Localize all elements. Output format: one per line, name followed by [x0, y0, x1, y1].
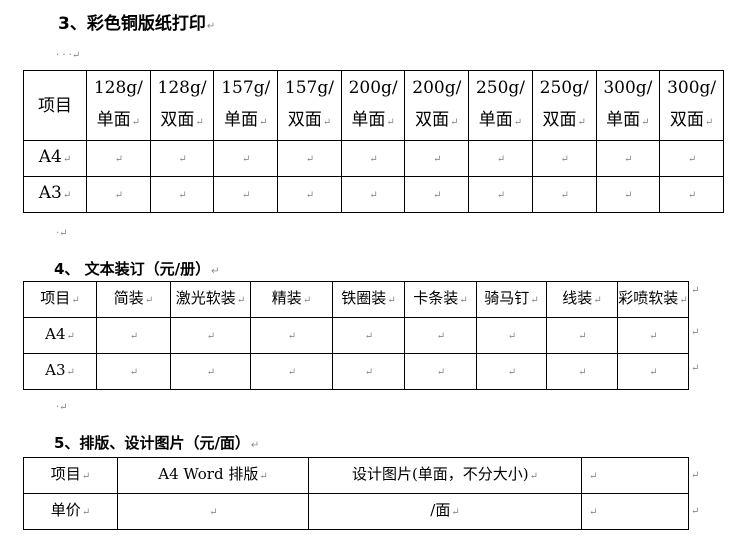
price-cell[interactable]: ↵: [595, 140, 661, 177]
column-header: 200g/单面↵: [340, 70, 406, 141]
column-header: 300g/双面↵: [659, 70, 724, 141]
empty-paragraph: · · ·↵: [56, 50, 81, 61]
paper-weight: 250g/: [475, 78, 525, 98]
price-cell[interactable]: ↵: [404, 140, 470, 177]
column-header: 128g/双面↵: [149, 70, 215, 141]
paper-weight: 157g/: [221, 78, 271, 98]
header-word-layout: A4 Word 排版↵: [117, 457, 309, 494]
price-cell[interactable]: ↵: [332, 353, 405, 390]
row-label: A4↵: [23, 317, 97, 354]
row-label-unit-price: 单价↵: [23, 493, 118, 530]
price-cell[interactable]: ↵: [86, 140, 151, 177]
header-label: 项目↵: [23, 281, 97, 318]
price-cell[interactable]: ↵: [617, 353, 689, 390]
paper-weight: 200g/: [348, 78, 398, 98]
print-side: 双面↵: [542, 110, 586, 130]
price-cell[interactable]: ↵: [170, 317, 251, 354]
coated-paper-table: 项目 128g/单面↵ 128g/双面↵ 157g/单面↵ 157g/双面↵ 200g/单…: [23, 70, 724, 213]
print-side: 双面↵: [415, 110, 459, 130]
cell-design-image-price[interactable]: /面↵: [308, 493, 582, 530]
column-header: 200g/双面↵: [404, 70, 470, 141]
header-label: 项目: [23, 70, 87, 141]
column-header: 骑马钉↵: [476, 281, 547, 318]
price-cell[interactable]: ↵: [546, 353, 618, 390]
paper-weight: 300g/: [667, 78, 717, 98]
column-header: 250g/双面↵: [531, 70, 597, 141]
price-cell[interactable]: ↵: [659, 140, 724, 177]
empty-paragraph: ·↵: [56, 402, 68, 413]
row-label: A3↵: [23, 353, 97, 390]
price-cell[interactable]: ↵: [149, 140, 215, 177]
section5-heading: 5、排版、设计图片（元/面）↵: [54, 434, 260, 452]
column-header: 128g/单面↵: [86, 70, 151, 141]
price-cell[interactable]: ↵: [277, 176, 342, 213]
price-cell[interactable]: ↵: [546, 317, 618, 354]
column-header: 300g/单面↵: [595, 70, 661, 141]
paper-weight: 128g/: [93, 78, 143, 98]
price-cell[interactable]: ↵: [96, 353, 171, 390]
cell-word-layout-price[interactable]: ↵: [117, 493, 309, 530]
print-side: 双面↵: [160, 110, 204, 130]
price-cell[interactable]: ↵: [476, 353, 547, 390]
price-cell[interactable]: ↵: [340, 176, 406, 213]
price-cell[interactable]: ↵: [468, 140, 533, 177]
price-cell[interactable]: ↵: [659, 176, 724, 213]
header-empty[interactable]: ↵: [581, 457, 689, 494]
print-side: 双面↵: [669, 110, 714, 130]
price-cell[interactable]: ↵: [96, 317, 171, 354]
price-cell[interactable]: ↵: [404, 176, 470, 213]
empty-paragraph: ·↵: [56, 228, 68, 239]
price-cell[interactable]: ↵: [468, 176, 533, 213]
column-header: 简装↵: [96, 281, 171, 318]
print-side: 单面↵: [96, 110, 141, 130]
row-label: A3↵: [23, 176, 87, 213]
print-side: 单面↵: [224, 110, 268, 130]
paper-weight: 128g/: [157, 78, 207, 98]
price-cell[interactable]: ↵: [476, 317, 547, 354]
cell-empty[interactable]: ↵: [581, 493, 689, 530]
column-header: 线装↵: [546, 281, 618, 318]
print-side: 单面↵: [606, 110, 650, 130]
header-label: 项目↵: [23, 457, 118, 494]
row-label: A4↵: [23, 140, 87, 177]
price-cell[interactable]: ↵: [213, 140, 279, 177]
price-cell[interactable]: ↵: [404, 317, 477, 354]
print-side: 单面↵: [478, 110, 523, 130]
binding-table: 项目↵ 简装↵ 激光软装↵ 精装↵ 铁圈装↵ 卡条装↵ 骑马钉↵ 线装↵ 彩喷软装↵ A4↵ ↵ ↵…: [23, 281, 689, 390]
column-header: 彩喷软装↵: [617, 281, 689, 318]
column-header: 157g/双面↵: [277, 70, 342, 141]
price-cell[interactable]: ↵: [531, 176, 597, 213]
paper-weight: 300g/: [603, 78, 653, 98]
column-header: 铁圈装↵: [332, 281, 405, 318]
price-cell[interactable]: ↵: [340, 140, 406, 177]
print-side: 单面↵: [351, 110, 395, 130]
price-cell[interactable]: ↵: [595, 176, 661, 213]
section3-heading: 3、彩色铜版纸打印↵: [58, 14, 216, 34]
layout-design-table: 项目↵ A4 Word 排版↵ 设计图片(单面，不分大小)↵ ↵ 单价↵ ↵ /…: [23, 457, 689, 530]
paper-weight: 200g/: [412, 78, 462, 98]
column-header: 激光软装↵: [170, 281, 251, 318]
price-cell[interactable]: ↵: [332, 317, 405, 354]
paper-weight: 157g/: [284, 78, 334, 98]
price-cell[interactable]: ↵: [404, 353, 477, 390]
price-cell[interactable]: ↵: [617, 317, 689, 354]
paper-weight: 250g/: [539, 78, 589, 98]
column-header: 250g/单面↵: [468, 70, 533, 141]
price-cell[interactable]: ↵: [213, 176, 279, 213]
section4-heading: 4、 文本装订（元/册）↵: [54, 260, 220, 278]
column-header: 157g/单面↵: [213, 70, 279, 141]
price-cell[interactable]: ↵: [531, 140, 597, 177]
price-cell[interactable]: ↵: [277, 140, 342, 177]
price-cell[interactable]: ↵: [250, 353, 333, 390]
price-cell[interactable]: ↵: [86, 176, 151, 213]
price-cell[interactable]: ↵: [170, 353, 251, 390]
column-header: 卡条装↵: [404, 281, 477, 318]
price-cell[interactable]: ↵: [250, 317, 333, 354]
print-side: 双面↵: [287, 110, 332, 130]
price-cell[interactable]: ↵: [149, 176, 215, 213]
header-design-image: 设计图片(单面，不分大小)↵: [308, 457, 582, 494]
column-header: 精装↵: [250, 281, 333, 318]
